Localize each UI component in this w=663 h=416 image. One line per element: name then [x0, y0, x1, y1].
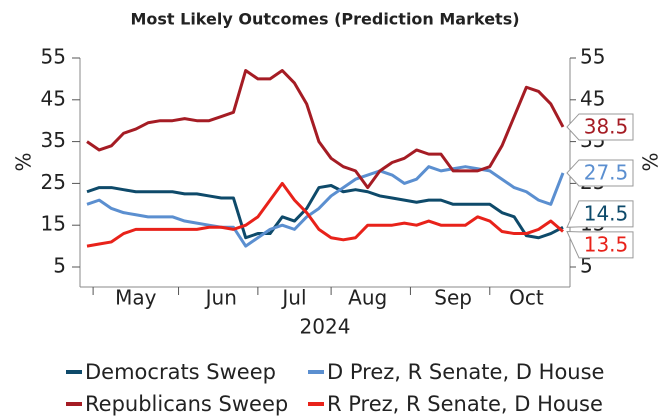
- y-tick-label: 45: [41, 86, 66, 110]
- series-line: [86, 69, 565, 190]
- x-tick-label: Jul: [280, 286, 306, 310]
- y-tick-label: 15: [41, 212, 66, 236]
- legend-label: Republicans Sweep: [85, 392, 288, 416]
- x-tick-label: Jun: [204, 286, 237, 310]
- y2-axis-label: %: [639, 152, 663, 171]
- y2-tick-label: 55: [580, 45, 605, 69]
- x-tick-label: May: [115, 286, 157, 310]
- y2-tick-label: 45: [580, 86, 605, 110]
- callout-box: [566, 159, 634, 187]
- chart-title: Most Likely Outcomes (Prediction Markets…: [130, 10, 519, 29]
- x-tick-label: Aug: [348, 286, 387, 310]
- y-tick-label: 5: [53, 254, 66, 278]
- series-line: [86, 183, 564, 240]
- x-tick-label: Oct: [509, 286, 544, 310]
- legend-label: R Prez, R Senate, D House: [327, 392, 603, 416]
- callout-label: 14.5: [584, 201, 629, 225]
- legend-label: Democrats Sweep: [85, 360, 276, 384]
- callout-box: [566, 113, 634, 141]
- y-tick-label: 55: [41, 45, 66, 69]
- y-axis-label: %: [12, 152, 36, 171]
- callout-label: 38.5: [584, 114, 629, 138]
- callout-label: 13.5: [584, 232, 629, 256]
- callout-label: 27.5: [584, 160, 629, 184]
- callout-box: [566, 230, 634, 259]
- callout-box: [566, 200, 634, 228]
- y2-tick-label: 5: [580, 254, 593, 278]
- x-axis-label: 2024: [300, 315, 351, 339]
- legend-label: D Prez, R Senate, D House: [327, 360, 604, 384]
- series-line: [86, 181, 564, 248]
- y-tick-label: 25: [41, 170, 66, 194]
- x-tick-label: Sep: [434, 286, 472, 310]
- y-tick-label: 35: [41, 128, 66, 152]
